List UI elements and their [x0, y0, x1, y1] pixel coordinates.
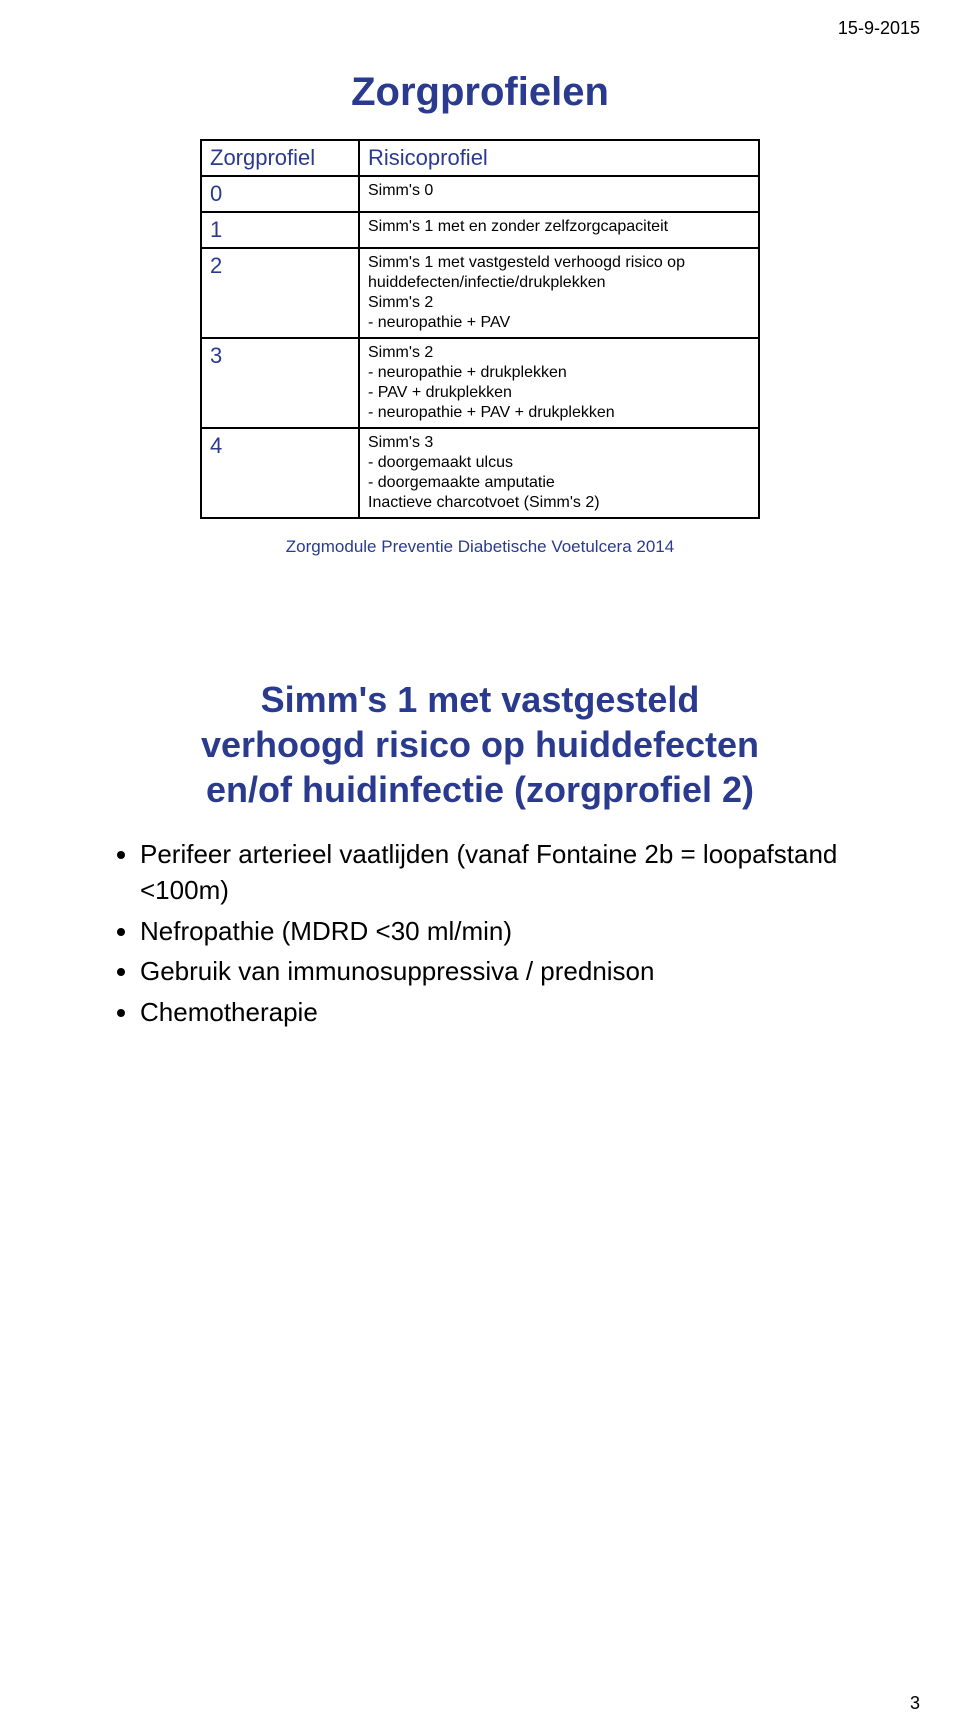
risico-line: - PAV + drukplekken: [368, 383, 750, 403]
slide2-title-line: verhoogd risico op huiddefecten: [201, 724, 759, 765]
slide2-title: Simm's 1 met vastgesteldverhoogd risico …: [110, 677, 850, 812]
risico-main: Simm's 1 met en zonder zelfzorgcapacitei…: [368, 217, 750, 237]
risico-main: Simm's 3: [368, 433, 750, 453]
bullet-item: Perifeer arterieel vaatlijden (vanaf Fon…: [140, 836, 850, 909]
risicoprofiel-cell: Simm's 1 met vastgesteld verhoogd risico…: [359, 248, 759, 338]
table-row: 4Simm's 3- doorgemaakt ulcus- doorgemaak…: [201, 428, 759, 518]
risico-main: Simm's 1 met vastgesteld verhoogd risico…: [368, 253, 750, 293]
page: 15-9-2015 Zorgprofielen Zorgprofiel Risi…: [0, 0, 960, 1734]
zorgprofiel-cell: 2: [201, 248, 359, 338]
slide1-footnote: Zorgmodule Preventie Diabetische Voetulc…: [70, 537, 890, 557]
table-row: 2Simm's 1 met vastgesteld verhoogd risic…: [201, 248, 759, 338]
slide2-bullets: Perifeer arterieel vaatlijden (vanaf Fon…: [110, 836, 850, 1030]
table-header-risicoprofiel: Risicoprofiel: [359, 140, 759, 176]
footer-page-number: 3: [910, 1693, 920, 1714]
risico-line: Inactieve charcotvoet (Simm's 2): [368, 493, 750, 513]
zorgprofiel-table: Zorgprofiel Risicoprofiel 0Simm's 01Simm…: [200, 139, 760, 519]
risicoprofiel-cell: Simm's 0: [359, 176, 759, 212]
table-body: 0 Simm's 0 1 Simm's 1 met en zonder zelfzor…: [201, 176, 759, 518]
slide2-title-line: Simm's 1 met vastgesteld: [261, 679, 700, 720]
risico-line: Simm's 2: [368, 293, 750, 313]
slide1-title: Zorgprofielen: [70, 70, 890, 115]
risico-main: Simm's 0: [368, 181, 750, 201]
zorgprofiel-cell: 0: [201, 176, 359, 212]
zorgprofiel-cell: 4: [201, 428, 359, 518]
risico-line: - neuropathie + PAV + drukplekken: [368, 403, 750, 423]
table-header-zorgprofiel: Zorgprofiel: [201, 140, 359, 176]
table-header-row: Zorgprofiel Risicoprofiel: [201, 140, 759, 176]
slide-simms1: Simm's 1 met vastgesteldverhoogd risico …: [70, 677, 890, 1030]
table-row: 0 Simm's 0: [201, 176, 759, 212]
zorgprofiel-cell: 1: [201, 212, 359, 248]
risico-main: Simm's 2: [368, 343, 750, 363]
table-row: 1 Simm's 1 met en zonder zelfzorgcapacite…: [201, 212, 759, 248]
bullet-item: Nefropathie (MDRD <30 ml/min): [140, 913, 850, 949]
risico-line: - neuropathie + drukplekken: [368, 363, 750, 383]
header-date: 15-9-2015: [838, 18, 920, 39]
risico-line: - neuropathie + PAV: [368, 313, 750, 333]
risicoprofiel-cell: Simm's 1 met en zonder zelfzorgcapacitei…: [359, 212, 759, 248]
bullet-item: Gebruik van immunosuppressiva / predniso…: [140, 953, 850, 989]
table-row: 3Simm's 2- neuropathie + drukplekken- PA…: [201, 338, 759, 428]
risicoprofiel-cell: Simm's 2- neuropathie + drukplekken- PAV…: [359, 338, 759, 428]
slide-zorgprofielen: Zorgprofielen Zorgprofiel Risicoprofiel …: [70, 70, 890, 557]
zorgprofiel-cell: 3: [201, 338, 359, 428]
slide2-title-line: en/of huidinfectie (zorgprofiel 2): [206, 769, 754, 810]
risico-line: - doorgemaakt ulcus: [368, 453, 750, 473]
bullet-item: Chemotherapie: [140, 994, 850, 1030]
risicoprofiel-cell: Simm's 3- doorgemaakt ulcus- doorgemaakt…: [359, 428, 759, 518]
risico-line: - doorgemaakte amputatie: [368, 473, 750, 493]
